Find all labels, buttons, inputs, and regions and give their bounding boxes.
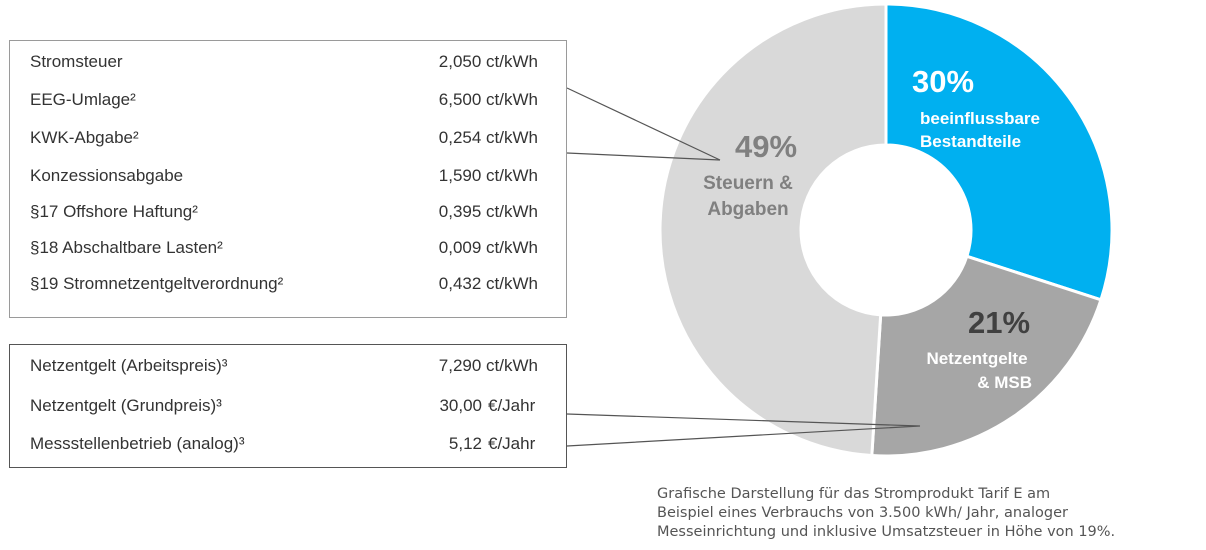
grid-row: Netzentgelt (Grundpreis)³ 30,00 €/Jahr (10, 389, 566, 423)
connector-taxes (566, 87, 721, 161)
row-label: §19 Stromnetzentgeltverordnung² (30, 274, 284, 293)
grid-row: Messstellenbetrieb (analog)³ 5,12 €/Jahr (10, 427, 566, 461)
row-amount: 30,00 (439, 396, 482, 415)
row-unit: €/Jahr (488, 396, 536, 415)
row-value: 0,254 ct/kWh (438, 128, 538, 147)
row-value: 6,500 ct/kWh (438, 90, 538, 109)
row-value: 7,290 ct/kWh (438, 356, 538, 375)
row-label: Netzentgelt (Grundpreis)³ (30, 396, 222, 415)
taxes-row: §18 Abschaltbare Lasten² 0,009 ct/kWh (10, 231, 566, 265)
taxes-row: KWK-Abgabe² 0,254 ct/kWh (10, 121, 566, 155)
row-value: 0,009 ct/kWh (438, 238, 538, 257)
row-value: 2,050 ct/kWh (438, 52, 538, 71)
row-label: §17 Offshore Haftung² (30, 202, 198, 221)
slice-49-label-1: Steuern & (703, 173, 793, 194)
row-label: Messstellenbetrieb (analog)³ (30, 434, 245, 453)
slice-49-percent: 49% (735, 129, 797, 164)
row-value: 0,432 ct/kWh (438, 274, 538, 293)
taxes-row: EEG-Umlage² 6,500 ct/kWh (10, 83, 566, 117)
taxes-row: §17 Offshore Haftung² 0,395 ct/kWh (10, 195, 566, 229)
slice-49-label-2: Abgaben (707, 199, 788, 220)
donut-slices (658, 2, 1114, 458)
taxes-row: Konzessionsabgabe 1,590 ct/kWh (10, 159, 566, 193)
caption-line: Beispiel eines Verbrauchs von 3.500 kWh/… (657, 505, 1068, 521)
chart-caption: Grafische Darstellung für das Stromprodu… (657, 485, 1202, 542)
taxes-row: §19 Stromnetzentgeltverordnung² 0,432 ct… (10, 267, 566, 301)
row-label: KWK-Abgabe² (30, 128, 139, 147)
row-value: 0,395 ct/kWh (438, 202, 538, 221)
donut-slice-21 (870, 254, 1103, 458)
connector-grid (566, 413, 921, 447)
slice-30-label-2: Bestandteile (920, 132, 1021, 151)
caption-line: Messeinrichtung und inklusive Umsatzsteu… (657, 524, 1116, 540)
row-label: EEG-Umlage² (30, 90, 136, 109)
grid-fees-box: Netzentgelt (Arbeitspreis)³ 7,290 ct/kWh… (9, 344, 567, 468)
row-label: Netzentgelt (Arbeitspreis)³ (30, 356, 228, 375)
slice-21-label-1: Netzentgelte (926, 349, 1027, 368)
donut-slice-49 (658, 2, 888, 458)
row-label: Konzessionsabgabe (30, 166, 184, 185)
row-unit: €/Jahr (488, 434, 536, 453)
row-amount: 5,12 (448, 434, 482, 453)
taxes-row: Stromsteuer 2,050 ct/kWh (10, 45, 566, 79)
slice-30-percent: 30% (912, 64, 974, 99)
caption-line: Grafische Darstellung für das Stromprodu… (657, 486, 1051, 502)
taxes-levies-box: Stromsteuer 2,050 ct/kWh EEG-Umlage² 6,5… (9, 40, 567, 318)
slice-21-percent: 21% (968, 305, 1030, 340)
grid-row: Netzentgelt (Arbeitspreis)³ 7,290 ct/kWh (10, 349, 566, 383)
connector-taxes-lower (566, 152, 721, 161)
donut-slice-30 (884, 2, 1114, 302)
slice-21-label-2: & MSB (977, 373, 1032, 392)
row-label: §18 Abschaltbare Lasten² (30, 238, 223, 257)
row-label: Stromsteuer (30, 52, 123, 71)
slice-30-label-1: beeinflussbare (920, 109, 1040, 128)
row-value: 1,590 ct/kWh (438, 166, 538, 185)
connector-lines (566, 87, 921, 447)
